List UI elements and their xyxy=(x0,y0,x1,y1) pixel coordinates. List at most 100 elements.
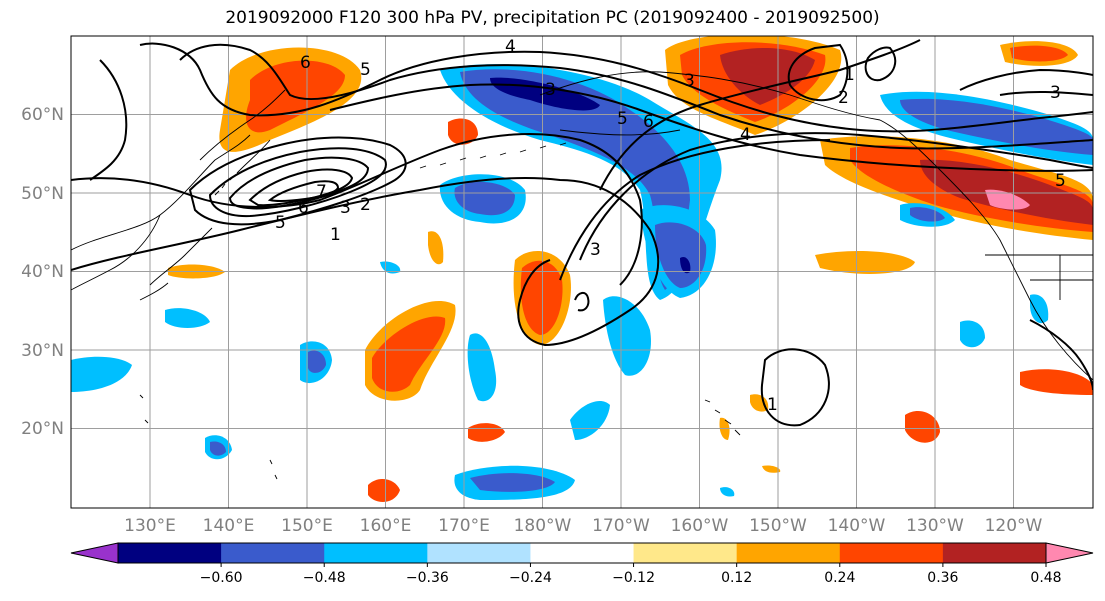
anomaly-patch xyxy=(71,356,132,392)
longitude-label: 150°W xyxy=(749,516,807,536)
asia-coastline xyxy=(71,134,251,291)
longitude-label: 170°E xyxy=(438,516,490,536)
precip-negative-shading xyxy=(71,64,1093,500)
longitude-label: 130°W xyxy=(906,516,964,536)
hawaii-islands xyxy=(704,399,741,436)
japan-coastline xyxy=(139,227,213,301)
anomaly-patch xyxy=(905,411,940,443)
colorbar-segment xyxy=(324,543,428,563)
pv-contour-17 xyxy=(760,348,830,427)
anomaly-patch xyxy=(570,400,610,440)
aleutian-islands xyxy=(419,142,567,169)
anomaly-patch xyxy=(470,473,555,492)
colorbar-segment xyxy=(221,543,325,563)
anomaly-patch xyxy=(308,350,326,373)
pv-contour-label: 3 xyxy=(545,80,556,100)
colorbar-tick-label: 0.48 xyxy=(1030,570,1061,586)
anomaly-patch xyxy=(1010,45,1068,62)
anomaly-patch xyxy=(900,98,1093,155)
colorbar: −0.60 −0.48 −0.36 −0.24 −0.12 0.12 0.24 0.36 0.4… xyxy=(70,542,1094,586)
pv-contours xyxy=(71,39,1093,427)
anomaly-patch xyxy=(468,423,505,442)
colorbar-max-arrow xyxy=(1046,543,1093,563)
pv-contour-label: 4 xyxy=(505,37,516,57)
alaska-coastline xyxy=(539,71,881,136)
longitude-label: 140°W xyxy=(828,516,886,536)
latitude-label: 30°N xyxy=(21,341,64,361)
colorbar-tick-label: −0.36 xyxy=(406,570,449,586)
longitude-label: 170°W xyxy=(592,516,650,536)
anomaly-patch xyxy=(454,181,515,216)
pv-contour-18 xyxy=(1029,319,1093,391)
colorbar-tick-label: −0.60 xyxy=(200,570,243,586)
pv-contour-label: 5 xyxy=(275,213,286,233)
pv-contour-19 xyxy=(574,292,590,312)
pv-contour-label: 2 xyxy=(360,195,371,215)
pv-contour-4 xyxy=(208,147,387,218)
pv-contour-label: 2 xyxy=(838,88,849,108)
map-title: 2019092000 F120 300 hPa PV, precipitatio… xyxy=(225,8,880,28)
longitude-label: 150°E xyxy=(281,516,333,536)
latitude-label: 60°N xyxy=(21,105,64,125)
longitude-label: 120°W xyxy=(985,516,1043,536)
pv-contour-labels: 6 5 4 7 6 5 3 2 1 3 3 6 5 4 3 2 1 3 5 1 xyxy=(275,37,1066,415)
colorbar-segment xyxy=(530,543,635,563)
anomaly-patch xyxy=(680,256,691,274)
colorbar-tick-label: −0.24 xyxy=(509,570,552,586)
pv-contour-label: 6 xyxy=(643,112,654,132)
longitude-label: 140°E xyxy=(203,516,255,536)
colorbar-segments xyxy=(71,542,1093,564)
colorbar-tick-label: −0.12 xyxy=(612,570,655,586)
map-frame xyxy=(70,35,1094,509)
pv-contour-label: 1 xyxy=(330,225,341,245)
latitude-labels: 60°N 50°N 40°N 30°N 20°N xyxy=(21,105,64,439)
pv-contour-3 xyxy=(188,136,407,226)
latitude-label: 50°N xyxy=(21,184,64,204)
colorbar-max-arrow-outline xyxy=(1045,542,1094,564)
pv-contour-label: 7 xyxy=(316,182,327,202)
colorbar-min-arrow xyxy=(71,543,118,563)
anomaly-patch xyxy=(720,487,735,497)
pv-contour-label: 6 xyxy=(298,198,309,218)
pv-contour-13 xyxy=(599,39,921,191)
anomaly-patch xyxy=(910,207,945,222)
anomaly-patch xyxy=(603,296,651,376)
longitude-label: 160°W xyxy=(671,516,729,536)
pv-contour-14 xyxy=(959,68,1093,96)
pv-contour-9 xyxy=(179,43,1093,150)
colorbar-ticks: −0.60 −0.48 −0.36 −0.24 −0.12 0.12 0.24 0.36 0.4… xyxy=(200,563,1062,586)
colorbar-segment xyxy=(118,543,222,563)
pv-contour-label: 1 xyxy=(767,395,778,415)
pv-contour-8 xyxy=(139,42,1093,133)
colorbar-segment xyxy=(942,543,1047,563)
anomaly-patch xyxy=(448,118,478,145)
anomaly-patch xyxy=(815,250,915,274)
pv-contour-7 xyxy=(267,180,340,203)
coastlines xyxy=(71,71,1093,480)
longitude-label: 180°W xyxy=(514,516,572,536)
pv-contour-6 xyxy=(248,168,354,207)
us-state-borders xyxy=(985,254,1093,300)
precip-positive-shading xyxy=(168,36,1093,502)
anomaly-patch xyxy=(960,320,985,348)
graticule xyxy=(71,36,1093,508)
longitude-label: 130°E xyxy=(124,516,176,536)
pv-contour-label: 1 xyxy=(844,65,855,85)
colorbar-min-arrow-outline xyxy=(70,542,119,564)
anomaly-patch xyxy=(372,316,446,392)
colorbar-tick-label: 0.12 xyxy=(721,570,752,586)
anomaly-patch xyxy=(165,308,210,328)
latitude-label: 40°N xyxy=(21,262,64,282)
north-america-coastline xyxy=(879,119,1093,381)
anomaly-patch xyxy=(985,189,1030,210)
map-area: 6 5 4 7 6 5 3 2 1 3 3 6 5 4 3 2 1 3 5 1 xyxy=(71,36,1093,508)
pv-contour-label: 3 xyxy=(590,240,601,260)
anomaly-patch xyxy=(762,465,781,473)
pv-contour-label: 5 xyxy=(1055,171,1066,191)
kamchatka-coastline xyxy=(199,89,286,171)
anomaly-patch xyxy=(428,231,444,265)
anomaly-patch xyxy=(1030,294,1049,324)
colorbar-tick-label: 0.36 xyxy=(927,570,958,586)
pv-contour-label: 3 xyxy=(684,71,695,91)
